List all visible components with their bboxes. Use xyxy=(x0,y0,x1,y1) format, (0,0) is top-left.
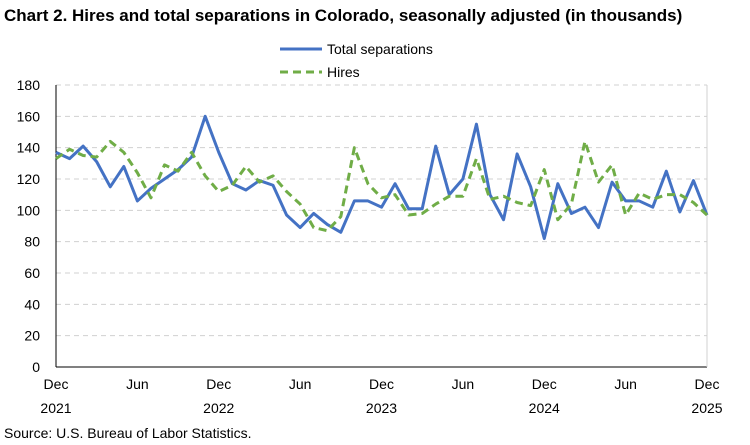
y-tick-label: 140 xyxy=(17,140,41,156)
x-tick-year: 2023 xyxy=(366,400,397,416)
x-tick-year: 2021 xyxy=(40,400,71,416)
x-tick-month: Jun xyxy=(126,376,149,392)
x-tick-month: Dec xyxy=(695,376,720,392)
x-tick-year: 2022 xyxy=(203,400,234,416)
y-tick-label: 120 xyxy=(17,171,41,187)
y-tick-label: 160 xyxy=(17,108,41,124)
x-tick-month: Dec xyxy=(532,376,557,392)
x-tick-month: Dec xyxy=(369,376,394,392)
legend-label: Hires xyxy=(327,64,360,80)
x-tick-month: Jun xyxy=(452,376,475,392)
y-tick-label: 20 xyxy=(24,328,40,344)
y-tick-label: 60 xyxy=(24,265,40,281)
x-tick-month: Dec xyxy=(44,376,69,392)
legend-label: Total separations xyxy=(327,41,433,57)
x-tick-year: 2024 xyxy=(529,400,560,416)
x-tick-year: 2025 xyxy=(691,400,722,416)
y-tick-label: 0 xyxy=(32,359,40,375)
source-note: Source: U.S. Bureau of Labor Statistics. xyxy=(4,425,252,441)
chart-title: Chart 2. Hires and total separations in … xyxy=(4,6,683,25)
x-tick-month: Dec xyxy=(206,376,231,392)
y-tick-label: 100 xyxy=(17,202,41,218)
series-line-total-separations xyxy=(55,114,709,241)
y-tick-label: 80 xyxy=(24,234,40,250)
x-tick-month: Jun xyxy=(289,376,312,392)
x-tick-month: Jun xyxy=(614,376,637,392)
y-tick-label: 180 xyxy=(17,77,41,93)
y-tick-label: 40 xyxy=(24,296,40,312)
